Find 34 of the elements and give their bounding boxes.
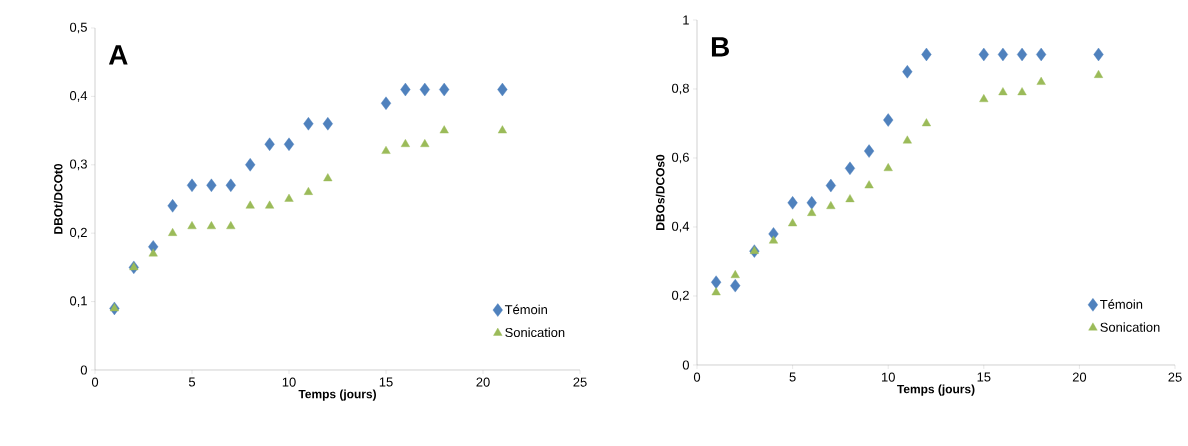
- x-tick-label: 5: [789, 372, 796, 382]
- x-tick-label: 10: [881, 372, 895, 382]
- x-tick-label: 20: [1072, 372, 1087, 382]
- y-tick-label: 0,2: [69, 227, 87, 239]
- y-tick-label: 0,8: [671, 83, 689, 95]
- x-tick-label: 5: [188, 377, 196, 387]
- legend-label: Témoin: [1100, 299, 1143, 309]
- x-axis-title: Temps (jours): [897, 384, 975, 396]
- x-tick-label: 25: [1168, 372, 1182, 382]
- legend-label: Témoin: [504, 304, 547, 315]
- y-tick-label: 0: [682, 360, 689, 370]
- annotation: B: [711, 37, 729, 57]
- y-axis-title: DBOt/DCOt0: [53, 163, 63, 234]
- legend-label: Sonication: [505, 327, 565, 338]
- x-axis-title: Temps (jours): [298, 389, 376, 401]
- x-tick-label: 20: [476, 377, 490, 387]
- legend-label: Sonication: [1100, 322, 1160, 332]
- y-axis-title: DBOs/DCOs0: [655, 154, 665, 230]
- x-tick-label: 0: [91, 377, 99, 387]
- y-tick-label: 0,4: [671, 221, 690, 233]
- y-tick-label: 0: [80, 365, 87, 375]
- y-tick-label: 1: [683, 15, 689, 25]
- y-tick-label: 0,1: [69, 296, 87, 307]
- y-tick-label: 0,6: [671, 152, 689, 164]
- y-tick-label: 0,2: [671, 290, 689, 302]
- x-tick-label: 25: [573, 377, 587, 387]
- x-tick-label: 10: [282, 377, 296, 387]
- y-tick-label: 0,4: [69, 91, 88, 102]
- x-tick-label: 15: [977, 372, 991, 382]
- x-tick-label: 0: [693, 372, 701, 382]
- y-tick-label: 0,3: [69, 159, 87, 171]
- y-tick-label: 0,5: [69, 22, 87, 34]
- annotation: A: [108, 45, 128, 65]
- x-tick-label: 15: [379, 377, 393, 387]
